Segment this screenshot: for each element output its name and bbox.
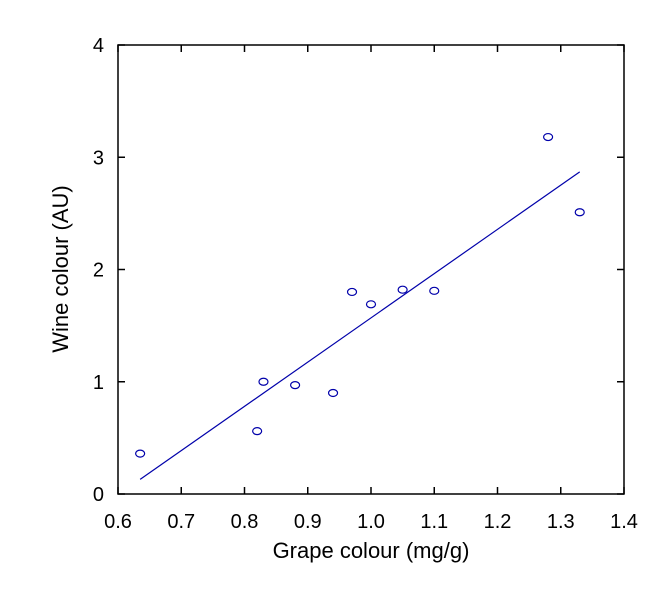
y-tick-label: 3 bbox=[93, 147, 104, 169]
data-point bbox=[574, 208, 585, 217]
data-point bbox=[327, 388, 339, 398]
y-tick-label: 2 bbox=[93, 260, 104, 282]
data-point bbox=[365, 300, 377, 309]
data-point bbox=[429, 286, 440, 295]
data-point bbox=[542, 132, 554, 142]
regression-line bbox=[139, 171, 581, 480]
data-point bbox=[258, 377, 269, 386]
data-points bbox=[135, 132, 585, 458]
data-point bbox=[290, 381, 301, 390]
x-axis: 0.6 0.7 0.8 0.9 1.0 1.1 1.2 1.3 1.4 bbox=[104, 45, 638, 533]
x-tick-label: 1.4 bbox=[610, 511, 638, 533]
x-tick-label: 1.1 bbox=[420, 511, 448, 533]
x-tick-label: 0.9 bbox=[294, 511, 322, 533]
x-tick-label: 0.7 bbox=[167, 511, 195, 533]
x-tick-label: 0.8 bbox=[231, 511, 259, 533]
y-axis-title: Wine colour (AU) bbox=[48, 185, 73, 352]
y-tick-label: 0 bbox=[93, 484, 104, 506]
data-point bbox=[252, 427, 263, 436]
data-point bbox=[135, 449, 146, 458]
plot-frame bbox=[117, 44, 625, 495]
y-axis: 0 1 2 3 4 bbox=[93, 35, 624, 506]
x-axis-title: Grape colour (mg/g) bbox=[273, 538, 470, 563]
y-tick-label: 1 bbox=[93, 372, 104, 394]
x-tick-label: 1.0 bbox=[357, 511, 385, 533]
x-tick-label: 0.6 bbox=[104, 511, 132, 533]
x-tick-label: 1.2 bbox=[484, 511, 512, 533]
data-point bbox=[346, 287, 358, 297]
y-tick-label: 4 bbox=[93, 35, 104, 57]
x-tick-label: 1.3 bbox=[547, 511, 575, 533]
data-point bbox=[397, 285, 408, 294]
